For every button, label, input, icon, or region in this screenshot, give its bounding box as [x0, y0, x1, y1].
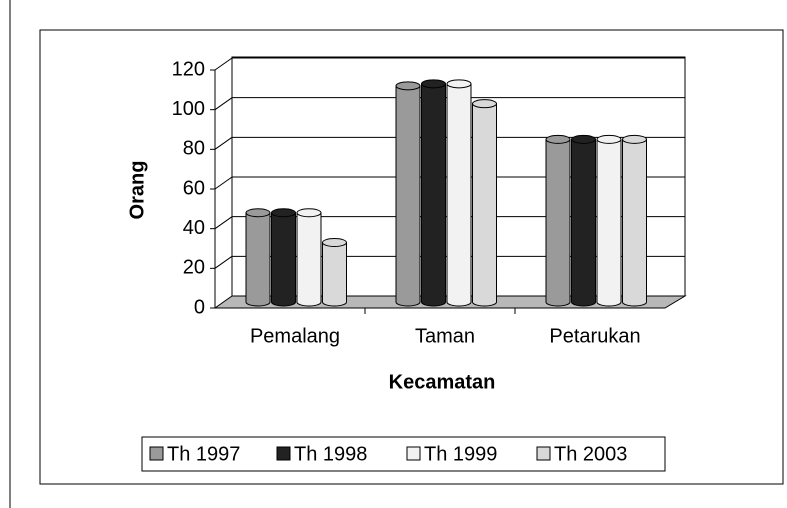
- grid-line: [214, 57, 233, 71]
- bar: [245, 212, 271, 307]
- bar-top: [245, 208, 271, 218]
- bar-top: [322, 238, 347, 247]
- bar-top: [571, 134, 596, 144]
- legend-label: Th 1999: [424, 443, 497, 465]
- bar-top: [395, 81, 421, 91]
- bar-top: [446, 79, 472, 89]
- bar: [545, 138, 571, 307]
- y-tick-label: 60: [183, 177, 205, 199]
- legend-label: Th 1998: [294, 443, 367, 465]
- bar-top: [545, 134, 571, 144]
- bar-top: [271, 208, 296, 218]
- y-tick-label: 20: [183, 257, 205, 279]
- grid-line: [214, 136, 233, 150]
- y-tick-label: 0: [194, 296, 205, 318]
- bar: [421, 83, 446, 307]
- bar: [322, 242, 347, 307]
- bar: [571, 138, 596, 307]
- y-tick-label: 80: [183, 138, 205, 160]
- y-tick-label: 40: [183, 217, 205, 239]
- legend-swatch: [536, 446, 551, 461]
- x-tick-label: Taman: [415, 325, 475, 347]
- bar-top: [596, 134, 622, 144]
- bar-top: [472, 99, 497, 109]
- x-tick-label: Pemalang: [250, 325, 340, 347]
- y-tick-label: 120: [172, 58, 205, 80]
- bar: [622, 138, 647, 307]
- bar-top: [296, 208, 322, 218]
- bar: [446, 83, 472, 307]
- legend-swatch: [406, 446, 421, 461]
- legend-swatch: [149, 446, 164, 461]
- chart-frame: [39, 29, 784, 485]
- legend-box: [141, 436, 666, 472]
- grid-line: [214, 97, 233, 111]
- grid-line: [214, 176, 233, 190]
- legend-swatch: [276, 446, 291, 461]
- legend-label: Th 1997: [167, 443, 240, 465]
- x-axis-title: Kecamatan: [389, 371, 496, 393]
- bar: [395, 85, 421, 307]
- y-axis-title: Orang: [126, 161, 148, 220]
- x-tick-label: Petarukan: [549, 325, 640, 347]
- legend-label: Th 2003: [554, 443, 627, 465]
- bar: [472, 103, 497, 307]
- grid-line: [214, 216, 233, 230]
- bar: [296, 212, 322, 307]
- bar-top: [421, 79, 446, 89]
- bar: [596, 138, 622, 307]
- grid-line: [214, 255, 233, 269]
- y-tick-label: 100: [172, 98, 205, 120]
- bar: [271, 212, 296, 307]
- bar-top: [622, 134, 647, 144]
